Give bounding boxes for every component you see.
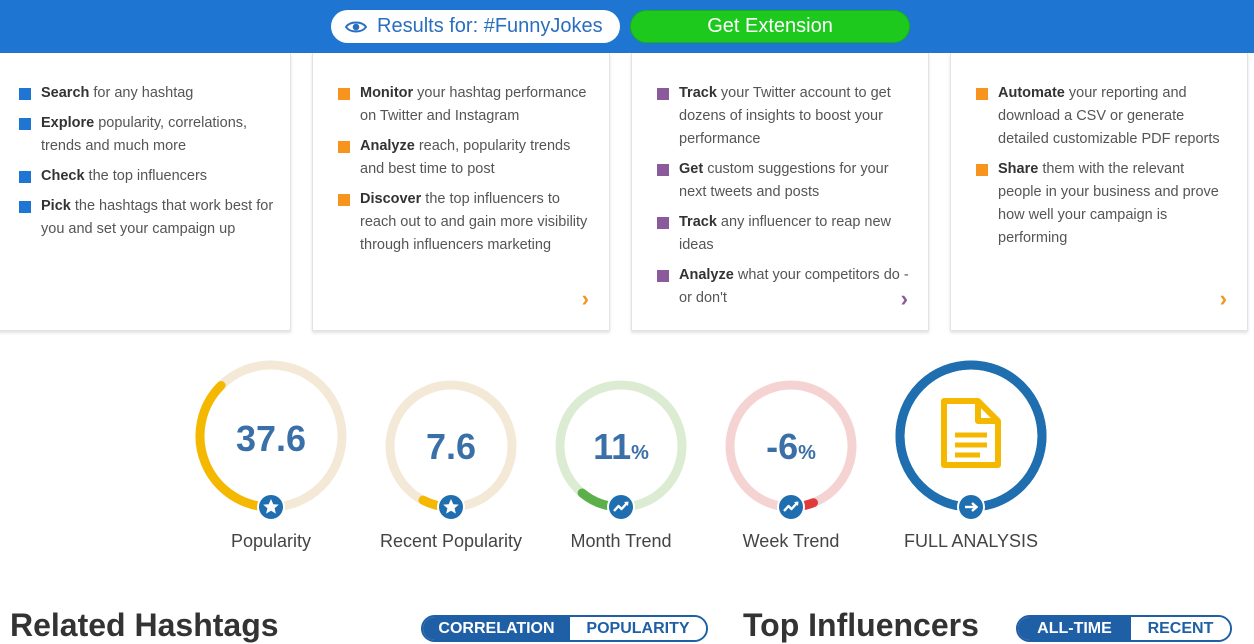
bullet-square-icon [338,194,350,206]
feature-item-text: reach, popularity trends and best time t… [360,138,571,177]
feature-item: Track your Twitter account to get dozens… [657,82,917,151]
influencers-toggle: ALL-TIME RECENT [1016,615,1232,642]
toggle-recent[interactable]: RECENT [1130,617,1230,640]
metric-label: Week Trend [742,531,840,551]
bullet-square-icon [976,164,988,176]
metric-value: 11% [541,426,701,468]
feature-item-keyword: Search [41,85,90,101]
chevron-right-icon[interactable]: › [581,286,589,311]
feature-item-keyword: Share [998,161,1039,177]
feature-item-text: them with the relevant people in your bu… [998,161,1219,246]
chevron-right-icon[interactable]: › [900,286,908,311]
related-toggle: CORRELATION POPULARITY [421,615,708,642]
document-icon [941,398,1001,468]
feature-item-keyword: Analyze [679,267,734,283]
feature-item-keyword: Track [679,214,717,230]
trend-icon [777,493,805,521]
feature-item-keyword: Discover [360,191,422,207]
feature-item-keyword: Track [679,85,717,101]
feature-item: Analyze reach, popularity trends and bes… [338,135,593,181]
star-icon [437,493,465,521]
metric-label: Popularity [230,531,312,551]
top-bar [0,0,1254,53]
feature-item: Check the top influencers [19,165,279,188]
metric-number: 11 [593,426,632,467]
feature-item: Search for any hashtag [19,82,279,105]
results-pill[interactable]: Results for: #FunnyJokes [331,10,620,43]
arrow-right-icon [957,493,985,521]
feature-item-text: the top influencers [84,168,208,184]
bullet-square-icon [19,118,31,130]
metric-value: -6% [711,426,871,468]
feature-card-automate: Automate your reporting and download a C… [950,53,1248,331]
top-influencers-title: Top Influencers [743,607,979,643]
results-label: Results for: #FunnyJokes [377,15,603,37]
metric-value: 37.6 [191,418,351,460]
toggle-correlation[interactable]: CORRELATION [423,617,570,640]
feature-item-keyword: Check [41,168,85,184]
bullet-square-icon [338,141,350,153]
toggle-popularity[interactable]: POPULARITY [569,617,706,640]
bullet-square-icon [657,270,669,282]
ring-progress-arc [895,360,1047,512]
chevron-right-icon[interactable]: › [1219,286,1227,311]
feature-item: Monitor your hashtag performance on Twit… [338,82,593,128]
bullet-square-icon [976,88,988,100]
feature-item: Explore popularity, correlations, trends… [19,112,279,158]
metric-label[interactable]: FULL ANALYSIS [903,531,1039,551]
feature-item-text: your Twitter account to get dozens of in… [679,85,891,147]
metric-label: Month Trend [570,531,672,551]
toggle-all-time[interactable]: ALL-TIME [1018,617,1131,640]
feature-item-text: for any hashtag [89,85,194,101]
feature-item-keyword: Get [679,161,704,177]
metric-label: Recent Popularity [379,531,523,551]
bullet-square-icon [19,88,31,100]
bullet-square-icon [19,171,31,183]
bullet-square-icon [19,201,31,213]
feature-item-text: any influencer to reap new ideas [679,214,892,253]
feature-item: Get custom suggestions for your next twe… [657,158,917,204]
bullet-square-icon [657,88,669,100]
feature-item-text: your reporting and download a CSV or gen… [998,85,1220,147]
feature-item-text: popularity, correlations, trends and muc… [41,115,248,154]
feature-item-keyword: Analyze [360,138,415,154]
bullet-square-icon [657,217,669,229]
ring-progress-arc [195,380,276,512]
metric-unit: % [798,442,816,464]
get-extension-button[interactable]: Get Extension [630,10,910,43]
feature-item-keyword: Automate [998,85,1065,101]
metric-number: 7.6 [425,426,477,467]
feature-item: Analyze what your competitors do - or do… [657,264,917,310]
feature-item-text: your hashtag performance on Twitter and … [360,85,587,124]
metric-number: 37.6 [235,418,307,459]
eye-icon [345,20,367,34]
bullet-square-icon [657,164,669,176]
feature-item: Discover the top influencers to reach ou… [338,188,593,257]
feature-item-keyword: Explore [41,115,95,131]
metric-value: 7.6 [371,426,531,468]
feature-card-track: Track your Twitter account to get dozens… [631,53,929,331]
metric-unit: % [631,442,649,464]
feature-item: Automate your reporting and download a C… [976,82,1231,151]
feature-item: Share them with the relevant people in y… [976,158,1231,250]
feature-item-text: what your competitors do - or don't [679,267,909,306]
feature-item-keyword: Pick [41,198,71,214]
star-icon [257,493,285,521]
feature-item: Track any influencer to reap new ideas [657,211,917,257]
related-hashtags-title: Related Hashtags [10,607,279,643]
feature-item-text: the hashtags that work best for you and … [41,198,274,237]
feature-item: Pick the hashtags that work best for you… [19,195,279,241]
feature-item-text: the top influencers to reach out to and … [360,191,588,253]
feature-card-monitor: Monitor your hashtag performance on Twit… [312,53,610,331]
bullet-square-icon [338,88,350,100]
metric-number: -6 [766,426,799,467]
trend-icon [607,493,635,521]
feature-item-text: custom suggestions for your next tweets … [679,161,889,200]
feature-card-search: Search for any hashtag Explore popularity… [0,53,291,331]
feature-item-keyword: Monitor [360,85,414,101]
